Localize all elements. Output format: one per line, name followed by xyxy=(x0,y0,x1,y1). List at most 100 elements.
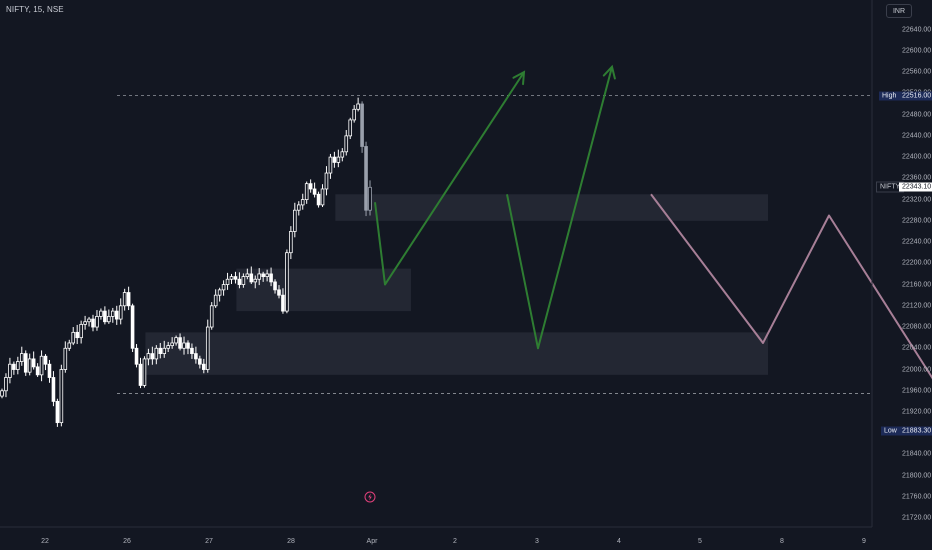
candle-body xyxy=(174,337,178,344)
candle-body xyxy=(324,172,329,190)
price-tick-label: 22240.00 xyxy=(902,238,932,246)
candle-body xyxy=(126,292,131,307)
candle-body xyxy=(241,276,246,285)
candle-body xyxy=(344,135,349,153)
arrow-head xyxy=(602,64,616,80)
candle-body xyxy=(265,273,269,277)
candle-body xyxy=(71,331,76,344)
candle-body xyxy=(0,390,4,397)
candle-body xyxy=(79,323,83,339)
candle-body xyxy=(43,355,48,365)
price-tick-label: 22400.00 xyxy=(902,153,932,161)
price-tick-label: 21760.00 xyxy=(902,493,932,501)
price-tick-label: 22000.00 xyxy=(902,366,932,374)
price-tick-label: 22320.00 xyxy=(902,196,932,204)
candle-body xyxy=(114,310,119,320)
candle-body xyxy=(340,151,345,158)
candle-body xyxy=(296,204,301,211)
demand-zone xyxy=(335,194,768,221)
candle-body xyxy=(285,252,289,312)
price-tick-label: 22040.00 xyxy=(902,344,932,352)
candle-body xyxy=(368,186,372,211)
candle-body xyxy=(198,358,202,365)
candle-body xyxy=(213,294,218,307)
candle-body xyxy=(364,146,368,211)
candle-body xyxy=(8,363,12,378)
candle-body xyxy=(55,400,60,424)
candle-body xyxy=(39,355,44,376)
candle-body xyxy=(229,276,234,280)
price-tick-label: 22160.00 xyxy=(902,281,932,289)
price-tick-label: 22120.00 xyxy=(902,302,932,310)
forecast-path xyxy=(650,193,932,380)
candle-body xyxy=(16,361,20,370)
candle-body xyxy=(360,103,364,147)
candle-body xyxy=(202,363,206,370)
forecast-path xyxy=(374,71,525,286)
candle-body xyxy=(186,342,190,349)
candle-body xyxy=(83,321,87,325)
time-tick-label: 4 xyxy=(617,538,621,545)
demand-zone xyxy=(145,332,769,375)
low-value: 21883.30 xyxy=(899,426,932,436)
forecast-layer xyxy=(374,64,932,380)
candles-layer xyxy=(0,97,372,427)
zones-layer xyxy=(145,194,769,375)
candle-body xyxy=(225,278,230,285)
candle-body xyxy=(336,156,341,163)
candle-body xyxy=(178,337,182,349)
price-tick-label: 22280.00 xyxy=(902,217,932,225)
price-tick-label: 21720.00 xyxy=(902,514,932,522)
candle-body xyxy=(31,358,36,368)
high-label: High xyxy=(879,91,900,101)
last-price-value: 22343.10 xyxy=(899,182,932,192)
candle-body xyxy=(300,199,305,206)
time-tick-label: 27 xyxy=(205,538,213,545)
candle-body xyxy=(51,377,56,402)
forecast-path xyxy=(506,66,613,350)
candle-body xyxy=(261,273,265,277)
time-tick-label: 28 xyxy=(287,538,295,545)
candle-body xyxy=(332,156,337,163)
time-tick-label: 5 xyxy=(698,538,702,545)
candle-body xyxy=(27,358,32,373)
candle-body xyxy=(4,377,8,392)
candle-body xyxy=(289,231,293,254)
candle-body xyxy=(217,289,222,296)
candle-body xyxy=(63,347,68,370)
candle-body xyxy=(142,358,147,386)
candle-body xyxy=(190,347,194,354)
candle-body xyxy=(59,369,64,424)
candle-body xyxy=(312,188,317,195)
high-value: 22516.00 xyxy=(899,91,932,101)
candle-body xyxy=(47,363,52,378)
candle-body xyxy=(328,156,333,174)
price-tick-label: 21840.00 xyxy=(902,450,932,458)
candle-body xyxy=(293,209,297,232)
candle-body xyxy=(75,331,79,339)
time-tick-label: 8 xyxy=(780,538,784,545)
candle-body xyxy=(304,183,309,200)
candle-body xyxy=(356,103,360,110)
arrow-head xyxy=(512,70,526,86)
candle-body xyxy=(308,183,313,190)
price-tick-label: 22200.00 xyxy=(902,259,932,267)
price-tick-label: 22080.00 xyxy=(902,323,932,331)
candle-body xyxy=(158,347,163,354)
candle-body xyxy=(257,273,262,280)
currency-badge[interactable]: INR xyxy=(886,4,912,18)
time-tick-label: 22 xyxy=(41,538,49,545)
candle-body xyxy=(87,318,91,323)
candle-body xyxy=(110,310,115,317)
candle-body xyxy=(91,318,95,328)
candle-body xyxy=(138,363,143,386)
lightning-icon[interactable] xyxy=(364,491,376,503)
candle-body xyxy=(12,363,16,370)
price-tick-label: 22600.00 xyxy=(902,47,932,55)
candle-body xyxy=(67,342,72,349)
candle-body xyxy=(19,353,24,362)
candle-body xyxy=(146,353,151,360)
time-tick-label: 9 xyxy=(862,538,866,545)
candle-body xyxy=(150,353,155,360)
